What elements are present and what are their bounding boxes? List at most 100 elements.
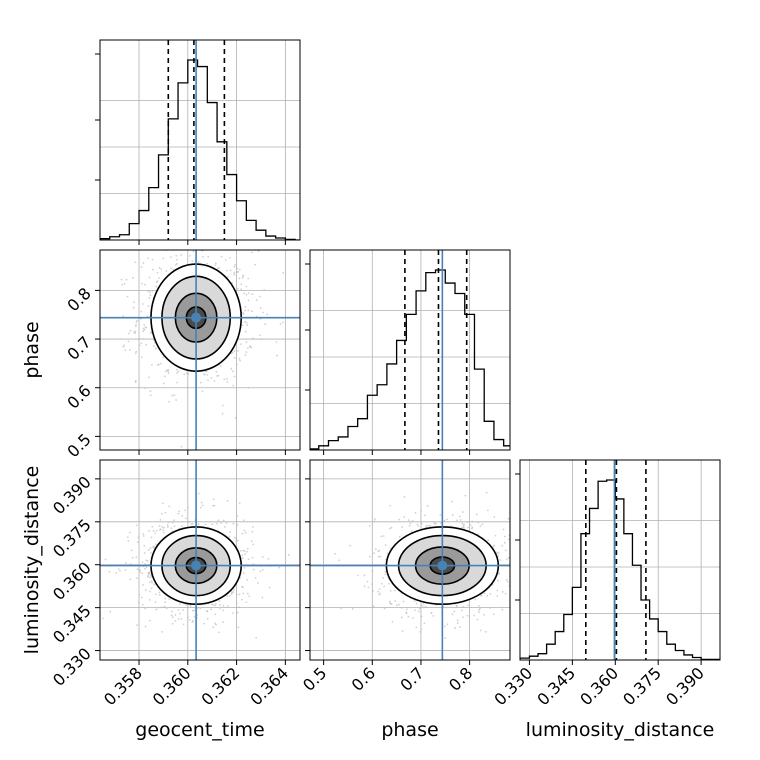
panel-1-0-sample	[140, 310, 143, 313]
panel-1-0-sample	[144, 387, 146, 390]
panel-2-1-sample	[395, 604, 398, 607]
panel-2-1-sample	[501, 591, 504, 593]
panel-2-0-sample	[130, 549, 133, 552]
panel-2-1-sample	[432, 521, 435, 524]
panel-1-0-sample	[247, 347, 249, 349]
x-axis-label-geocent-time: geocent_time	[135, 719, 264, 741]
panel-2-0-sample	[243, 566, 246, 569]
xtick-label-luminosity_distance-0: 0.330	[490, 663, 536, 709]
panel-2-1-sample	[384, 570, 387, 573]
panel-2-0-sample	[119, 570, 121, 572]
panel-2-0-sample	[217, 519, 220, 522]
panel-2-1-sample	[503, 541, 506, 544]
panel-2-1-sample	[425, 524, 428, 527]
panel-2-0-sample	[231, 591, 233, 593]
panel-2-0-sample	[287, 553, 290, 556]
panel-2-0-sample	[212, 626, 215, 629]
panel-1-0-sample	[250, 310, 253, 313]
panel-0-0-histogram-step	[100, 59, 300, 240]
panel-2-0-sample	[241, 585, 243, 588]
panel-1-0-sample	[240, 288, 243, 290]
panel-2-1-sample	[505, 549, 507, 552]
panel-1-0-sample	[275, 341, 278, 344]
panel-2-0-sample	[267, 557, 270, 560]
panel-2-1-sample	[377, 590, 380, 593]
panel-2-1-sample	[429, 524, 432, 527]
panel-2-0-sample	[141, 561, 144, 564]
panel-1-0-sample	[231, 351, 234, 354]
panel-1-0-sample	[231, 370, 234, 373]
panel-1-0-sample	[244, 305, 247, 308]
panel-1-0-sample	[187, 373, 190, 375]
panel-2-0-sample	[150, 579, 153, 582]
panel-2-0-sample	[142, 535, 145, 537]
panel-2-0-sample	[177, 512, 180, 515]
panel-2-0-sample	[139, 570, 142, 573]
panel-2-0-sample	[232, 522, 235, 525]
ytick-label-luminosity_distance-3: 0.375	[49, 515, 95, 561]
panel-2-0-sample	[246, 592, 249, 595]
panel-1-0-sample	[183, 373, 186, 376]
panel-1-0-sample	[142, 262, 145, 264]
panel-2-1-sample	[373, 552, 375, 555]
panel-2-1-sample	[524, 583, 526, 585]
panel-1-0-sample	[233, 356, 236, 359]
panel-2-0-sample	[211, 504, 214, 507]
panel-2-1-sample	[462, 616, 464, 619]
panel-2-1-sample	[391, 620, 394, 623]
panel-2-0-sample	[163, 605, 166, 608]
panel-1-0-sample	[237, 271, 240, 273]
panel-1-0-sample	[180, 254, 183, 256]
panel-1-0-sample	[244, 354, 247, 356]
panel-2-1-sample	[443, 519, 446, 522]
panel-1-0-sample	[244, 320, 246, 323]
panel-1-0-sample	[148, 291, 151, 294]
panel-2-1-sample	[501, 544, 503, 547]
panel-1-0-sample	[127, 332, 130, 335]
xtick-label-phase-1: 0.6	[348, 663, 379, 694]
panel-2-1-sample	[439, 514, 442, 516]
panel-1-0-sample	[239, 359, 241, 362]
panel-1-0-sample	[151, 290, 154, 292]
panel-2-1-sample	[489, 607, 491, 609]
panel-2-0-sample	[171, 622, 174, 625]
panel-1-0-sample	[121, 283, 124, 286]
panel-1-0-sample	[167, 370, 169, 373]
panel-1-0-sample	[162, 257, 165, 260]
xtick-label-luminosity_distance-1: 0.345	[533, 663, 579, 709]
panel-2-1-sample	[401, 630, 404, 633]
panel-1-0-sample	[257, 250, 260, 253]
panel-2-1-sample	[444, 625, 446, 628]
panel-0-0-content	[100, 40, 300, 240]
panel-1-0-sample	[165, 270, 168, 272]
panel-2-0-sample	[246, 550, 248, 553]
panel-1-0-sample	[220, 241, 222, 243]
panel-1-0-sample	[185, 372, 188, 375]
panel-2-0-sample	[155, 543, 157, 546]
panel-2-0-sample	[168, 505, 171, 508]
panel-2-1-sample	[424, 514, 426, 517]
panel-1-0-sample	[142, 327, 145, 330]
panel-1-0-sample	[129, 329, 132, 332]
panel-1-0-sample	[217, 374, 220, 377]
panel-1-0-sample	[140, 266, 143, 269]
panel-2-0-sample	[191, 522, 194, 525]
panel-2-0-sample	[163, 526, 165, 529]
panel-2-1-sample	[384, 573, 387, 576]
panel-2-1-sample	[378, 549, 381, 552]
xtick-label-phase-0: 0.5	[299, 663, 330, 694]
panel-1-0-sample	[235, 363, 238, 366]
panel-2-1-sample	[513, 564, 515, 566]
panel-2-0-sample	[215, 623, 217, 626]
panel-1-0-sample	[162, 356, 165, 359]
panel-2-0-sample	[216, 522, 218, 525]
panel-2-0-sample	[164, 511, 167, 514]
panel-2-0-sample	[148, 598, 151, 601]
panel-2-0-sample	[184, 509, 187, 512]
panel-1-0-sample	[221, 412, 224, 415]
panel-1-0-truth-marker	[191, 312, 202, 323]
panel-1-0-sample	[122, 345, 125, 348]
panel-2-0-sample	[180, 525, 183, 528]
panel-1-0-sample	[247, 299, 250, 302]
